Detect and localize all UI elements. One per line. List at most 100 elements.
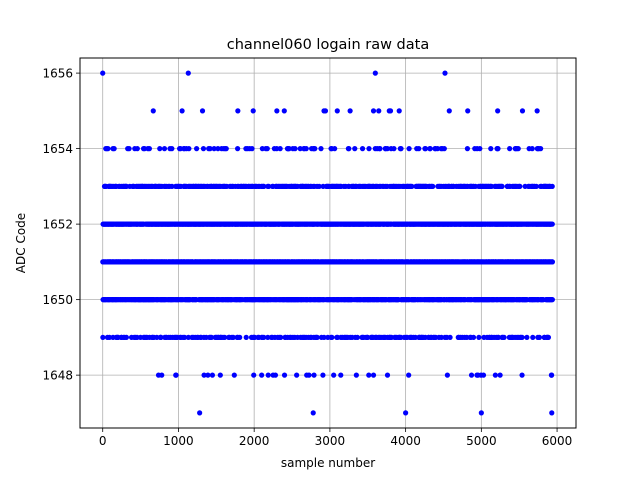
data-point [476,334,482,340]
data-point [249,146,255,152]
data-point [161,146,168,152]
data-point [366,372,372,378]
data-point [306,372,312,378]
data-point [321,334,327,340]
y-tick-label: 1654 [42,142,73,156]
data-point [169,183,175,189]
data-point [495,108,501,114]
data-point [549,183,555,189]
data-point [179,108,185,114]
plot-frame [79,57,577,429]
y-tick-label: 1656 [42,67,73,81]
data-point [286,146,292,152]
data-point [231,372,237,378]
data-point [316,183,322,189]
data-point [549,297,555,303]
data-point [488,146,494,152]
outlier-point [403,410,409,416]
data-point [468,372,475,378]
data-point [215,146,221,152]
data-point [251,372,257,378]
data-point [264,146,270,152]
data-point [464,146,471,152]
y-tick-label: 1648 [42,369,73,383]
x-tick-label: 3000 [315,434,346,448]
data-point [314,334,320,340]
data-point [533,183,539,189]
data-point [186,146,192,152]
data-point [185,334,192,340]
data-point [237,334,243,340]
data-point [446,108,452,114]
outlier-point [442,70,448,76]
data-point [194,146,200,152]
x-tick-label: 1000 [163,434,194,448]
data-point [398,146,404,152]
data-point [427,146,433,152]
data-point [495,334,501,340]
data-point [359,146,366,152]
data-point [332,146,338,152]
outlier-point [372,70,378,76]
x-tick-label: 6000 [542,434,573,448]
data-point [209,372,216,378]
x-axis-label: sample number [281,456,375,470]
data-point [346,146,352,152]
data-point [434,146,441,152]
outlier-point [549,410,555,416]
data-point [111,146,117,152]
data-point [499,183,505,189]
data-point [366,146,372,152]
data-point [207,146,213,152]
data-point [265,372,271,378]
data-point [470,334,477,340]
data-point [529,146,535,152]
data-point [208,334,215,340]
data-point [105,146,111,152]
data-point [354,334,361,340]
data-point [492,372,498,378]
data-point [416,146,422,152]
data-point [430,183,436,189]
data-point [222,334,228,340]
data-point [477,146,483,152]
data-point [200,146,207,152]
data-point [294,372,300,378]
data-point [441,146,447,152]
data-point [235,146,241,152]
chart-title: channel060 logain raw data [227,37,429,53]
data-point [126,146,132,152]
data-point [181,334,188,340]
y-tick-label: 1652 [42,218,73,232]
data-point [347,108,353,114]
data-point [406,146,412,152]
data-point [387,108,394,114]
data-point [230,334,236,340]
data-point [312,146,318,152]
x-axis-ticks: 0 1000 2000 3000 4000 5000 6000 [99,428,572,448]
data-point [322,108,329,114]
x-tick-label: 5000 [466,434,497,448]
data-point [201,372,207,378]
data-point [318,146,324,152]
data-point [334,108,340,114]
data-point [495,146,501,152]
data-point [549,259,556,265]
data-point [545,334,552,340]
data-point [159,372,165,378]
data-point [497,372,503,378]
data-point [217,372,223,378]
data-point [173,372,179,378]
data-point [538,146,544,152]
data-point [281,372,288,378]
y-axis-label: ADC Code [14,213,28,273]
data-point [261,334,267,340]
data-point [243,334,249,340]
data-point [480,372,487,378]
data-point [272,372,279,378]
data-point [384,146,390,152]
data-point [261,183,267,189]
data-point [265,334,271,340]
data-point [277,146,283,152]
